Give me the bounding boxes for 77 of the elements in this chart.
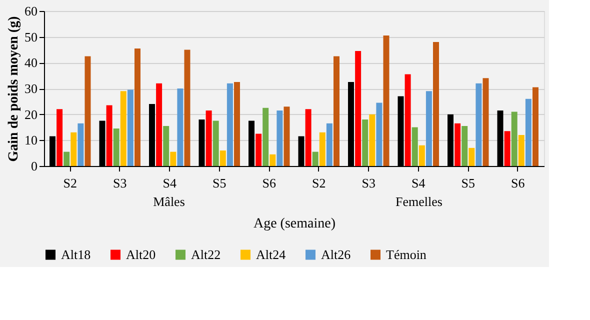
bar <box>376 102 382 166</box>
bar <box>454 123 461 166</box>
bar <box>504 131 510 166</box>
bar <box>206 110 212 166</box>
bar <box>113 128 120 166</box>
legend-label: Alt22 <box>191 246 221 262</box>
legend-label: Témoin <box>386 246 427 262</box>
legend-label: Alt26 <box>321 246 352 262</box>
x-tick-label: S4 <box>162 176 177 190</box>
bar <box>511 112 518 166</box>
bar <box>482 78 489 166</box>
bar <box>333 56 340 166</box>
bar <box>234 82 240 166</box>
bar <box>276 110 283 166</box>
y-tick-label: 0 <box>31 158 38 174</box>
bar <box>525 98 532 166</box>
bar <box>256 134 262 166</box>
x-tick-label: S2 <box>63 176 77 190</box>
bar <box>262 108 269 166</box>
bar <box>355 51 362 166</box>
bar <box>220 150 226 166</box>
x-tick-label: S6 <box>511 176 526 190</box>
bar <box>326 123 332 166</box>
bar <box>64 152 70 166</box>
bar <box>532 87 538 166</box>
bar <box>184 50 190 166</box>
text: Mâles <box>153 194 185 209</box>
legend-label: Alt18 <box>61 246 91 262</box>
bar <box>163 126 170 166</box>
legend-label: Alt24 <box>256 246 286 262</box>
y-tick-label: 30 <box>24 81 38 96</box>
bar <box>319 132 326 166</box>
bar <box>284 106 290 166</box>
bar <box>412 127 418 166</box>
bar <box>177 88 184 166</box>
y-tick-label: 10 <box>24 132 38 148</box>
bar <box>56 109 63 166</box>
bar <box>270 154 276 166</box>
bar <box>518 135 524 166</box>
bar <box>305 109 312 166</box>
x-axis-title: Age (semaine) <box>253 216 336 232</box>
y-tick-label: 20 <box>24 106 38 122</box>
bar <box>404 74 411 166</box>
bar <box>70 132 77 166</box>
bar <box>468 148 475 166</box>
bar <box>462 126 468 166</box>
x-tick-label: S2 <box>312 176 326 190</box>
x-tick-label: S5 <box>461 176 475 190</box>
bar <box>127 90 134 166</box>
x-tick-label: S5 <box>212 176 226 190</box>
bar <box>362 120 368 166</box>
bar <box>369 114 376 166</box>
bar <box>120 91 126 166</box>
text: Femelles <box>396 194 442 209</box>
y-tick-label: 60 <box>24 4 38 18</box>
bar <box>226 83 233 166</box>
y-tick-label: 40 <box>24 55 38 70</box>
x-tick-label: S3 <box>113 176 127 190</box>
bar <box>383 36 390 166</box>
y-axis-title: Gain de poids moyen (g) <box>6 16 22 162</box>
x-tick-label: S6 <box>262 176 276 190</box>
bar <box>134 48 140 166</box>
x-tick-label: S4 <box>412 176 426 190</box>
bar <box>170 152 176 166</box>
bar <box>312 152 318 166</box>
bar <box>433 42 439 166</box>
bar <box>78 123 84 166</box>
bar <box>426 91 432 166</box>
bar <box>106 105 112 166</box>
bar <box>418 145 425 166</box>
y-tick-label: 50 <box>24 29 38 44</box>
legend-label: Alt20 <box>126 246 156 262</box>
x-tick-label: S3 <box>362 176 376 190</box>
bar <box>212 120 219 166</box>
bar <box>156 83 162 166</box>
bar <box>476 83 482 166</box>
bar <box>84 56 91 166</box>
